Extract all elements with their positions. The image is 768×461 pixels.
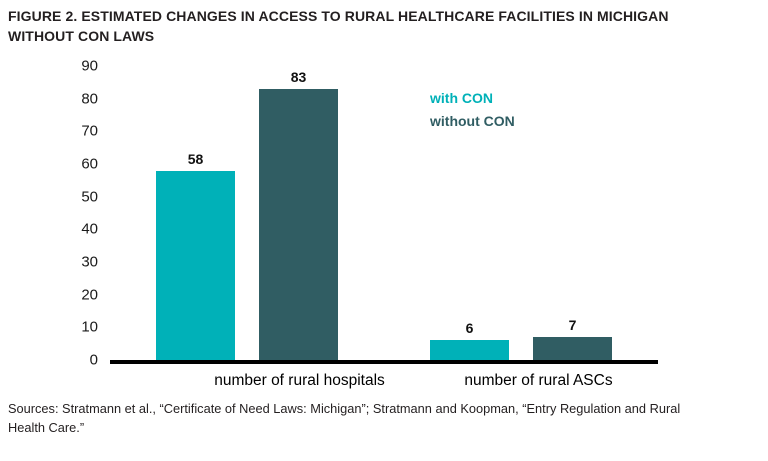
y-axis-tick-label: 40 [81,220,98,238]
bar-without-CON: 83 [259,70,338,360]
y-axis-tick-label: 90 [81,57,98,75]
plot-area: with CON without CON 58 83 6 7 [110,66,658,364]
legend-item-with-CON: with CON [430,90,493,106]
x-axis-category-label: number of rural ASCs [464,372,613,389]
bar-with-CON: 58 [156,152,235,360]
bar-with-CON: 6 [430,321,509,360]
y-axis-tick-label: 60 [81,155,98,173]
bar-group: 58 83 [110,66,384,360]
y-axis-tick-label: 30 [81,253,98,271]
bar-value-label: 7 [568,317,577,334]
chart-title: FIGURE 2. ESTIMATED CHANGES IN ACCESS TO… [8,8,669,44]
y-axis-tick-label: 70 [81,122,98,140]
y-axis-tick-label: 10 [81,318,98,336]
y-axis-tick-label: 20 [81,286,98,304]
y-axis: 0 10 20 30 40 50 60 70 80 90 [0,59,98,368]
chart-area: 0 10 20 30 40 50 60 70 80 90 with CON without CON … [0,59,768,368]
legend-item-without-CON: without CON [430,113,515,130]
y-axis-tick-label: 80 [81,90,98,108]
bar-value-label: 58 [187,150,204,167]
sources-note: Sources: Stratmann et al., “Certificate … [8,401,681,436]
y-axis-tick-label: 0 [89,351,98,369]
bar-value-label: 83 [290,68,307,85]
x-axis-category-label: number of rural hospitals [214,372,385,389]
x-axis-labels: number of rural hospitals number of rural… [110,372,658,390]
legend: with CON without CON [430,88,515,132]
y-axis-tick-label: 50 [81,188,98,206]
bar-value-label: 6 [465,320,474,337]
bar-without-CON: 7 [533,318,612,360]
